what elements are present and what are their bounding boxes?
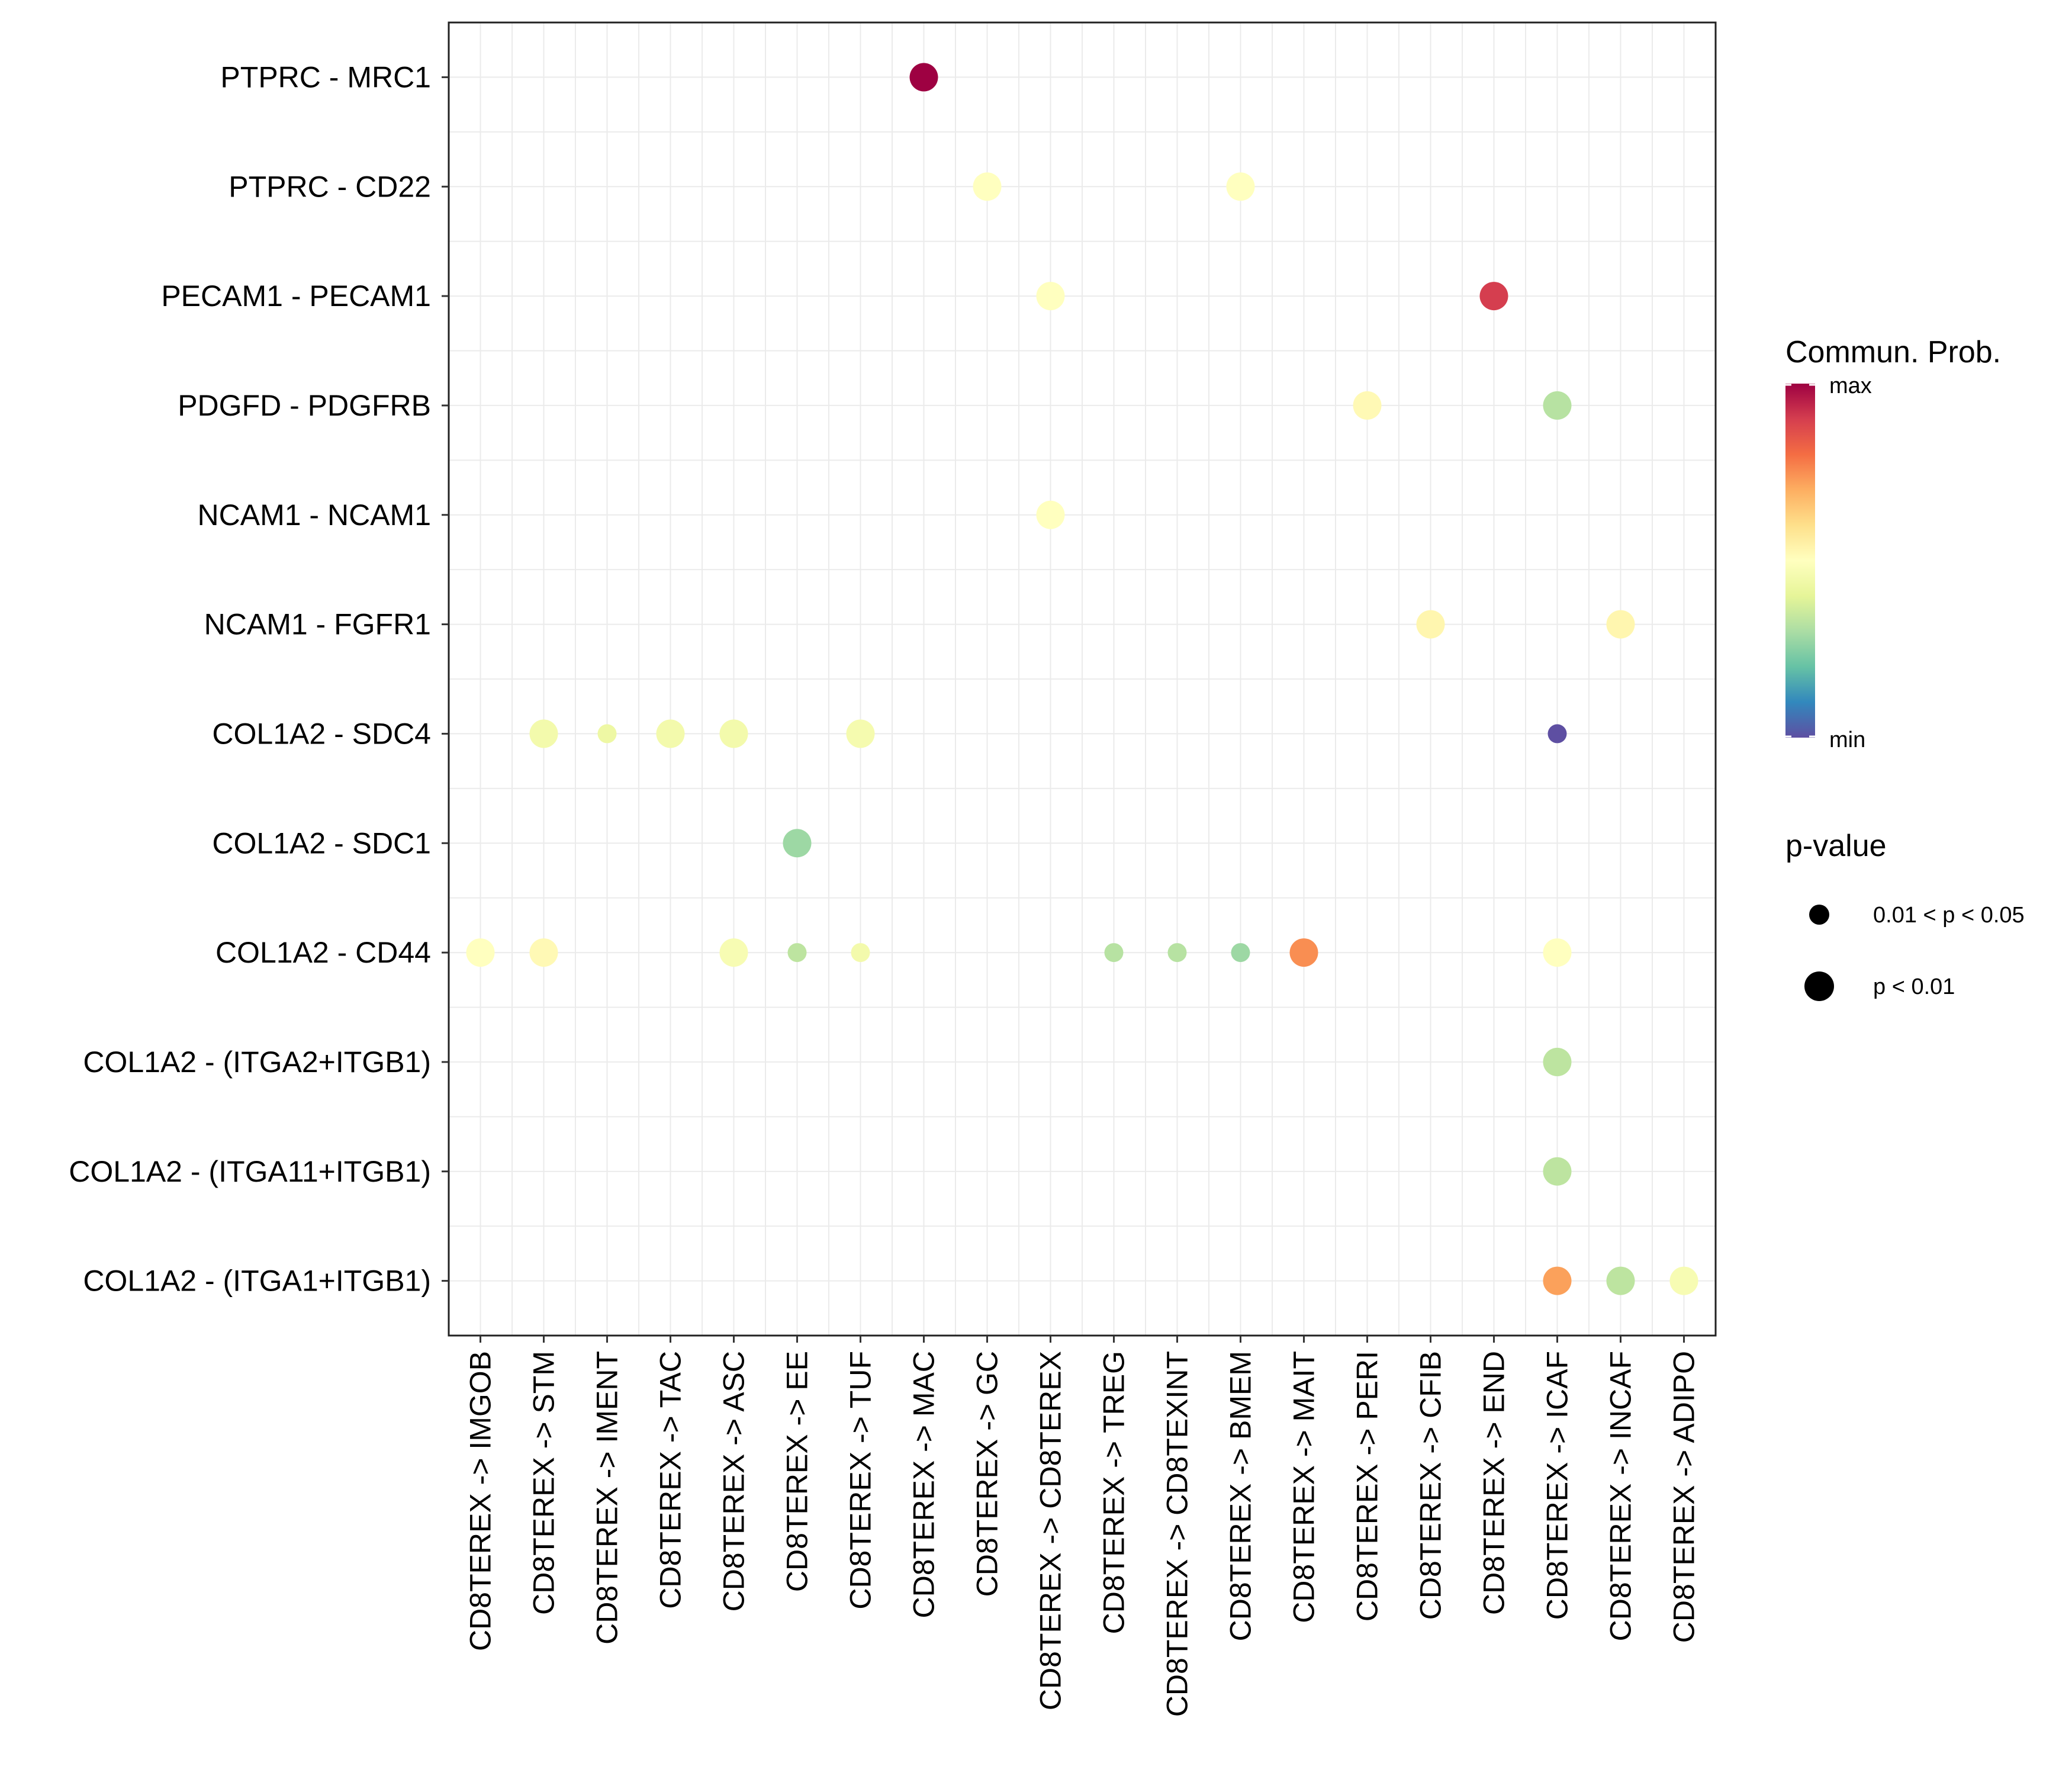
y-axis: PTPRC - MRC1 PTPRC - CD22 PECAM1 - PECAM1 P… (69, 60, 449, 1298)
point-col1a2-sdc4-stm (529, 719, 558, 748)
point-pdgfd-pdgfrb-peri (1353, 391, 1382, 420)
y-tick-label: PTPRC - MRC1 (220, 60, 431, 94)
y-tick-label: NCAM1 - FGFR1 (204, 608, 431, 641)
point-pecam1-pecam1-end (1479, 282, 1508, 311)
point-col1a2-cd44-treg (1104, 943, 1124, 963)
point-col1a2-sdc4-tuf (846, 719, 875, 748)
color-legend-bar (1785, 384, 1815, 738)
x-tick-label: CD8TEREX -> ICAF (1541, 1351, 1574, 1620)
point-col1a2-sdc4-tac (656, 719, 685, 748)
x-tick-label: CD8TEREX -> INCAF (1604, 1351, 1637, 1641)
size-legend-large-label: p < 0.01 (1873, 974, 1955, 999)
y-tick-label: COL1A2 - CD44 (215, 936, 431, 969)
x-tick-label: CD8TEREX -> MAC (908, 1351, 941, 1618)
x-tick-label: CD8TEREX -> TUF (844, 1351, 877, 1610)
y-tick-label: COL1A2 - (ITGA2+ITGB1) (83, 1045, 431, 1079)
x-axis: CD8TEREX -> IMGOB CD8TEREX -> STM CD8TEREX… (464, 1336, 1701, 1717)
point-col1a2-sdc1-ee (783, 829, 812, 858)
y-tick-label: NCAM1 - NCAM1 (198, 498, 431, 532)
point-col1a2-cd44-cd8texint (1167, 943, 1187, 963)
data-points (466, 63, 1698, 1295)
point-col1a2-itga1-itgb1-icaf (1543, 1266, 1572, 1295)
point-col1a2-cd44-bmem (1231, 943, 1250, 963)
point-pecam1-pecam1-cd8terex (1036, 282, 1065, 311)
size-legend-title: p-value (1785, 829, 1887, 863)
point-ptprc-mrc1-mac (909, 63, 938, 92)
point-col1a2-cd44-icaf (1543, 938, 1572, 967)
x-tick-label: CD8TEREX -> ADIPO (1668, 1351, 1701, 1643)
point-col1a2-itga1-itgb1-incaf (1606, 1266, 1635, 1295)
point-col1a2-sdc4-iment (597, 724, 617, 744)
color-legend-min-label: min (1829, 728, 1865, 752)
panel-border (448, 21, 1717, 1337)
size-legend-large-dot (1804, 971, 1834, 1001)
x-tick-label: CD8TEREX -> IMENT (591, 1351, 624, 1645)
point-ncam1-ncam1-cd8terex (1036, 500, 1065, 529)
grid-lines (449, 22, 1716, 1336)
x-tick-label: CD8TEREX -> PERI (1351, 1351, 1384, 1621)
point-col1a2-itga11-itgb1-icaf (1543, 1157, 1572, 1186)
x-tick-label: CD8TEREX -> CD8TEXINT (1161, 1351, 1194, 1717)
x-tick-label: CD8TEREX -> IMGOB (464, 1351, 497, 1651)
size-legend-small-dot (1809, 905, 1829, 925)
x-tick-label: CD8TEREX -> TAC (654, 1351, 687, 1609)
point-col1a2-cd44-ee (787, 943, 807, 963)
size-legend: p-value 0.01 < p < 0.05 p < 0.01 (1785, 829, 2025, 1001)
y-tick-label: COL1A2 - SDC1 (212, 826, 431, 860)
color-legend: Commun. Prob. max min (1785, 335, 2001, 752)
point-col1a2-sdc4-icaf (1547, 724, 1567, 744)
point-ncam1-fgfr1-incaf (1606, 610, 1635, 639)
point-col1a2-itga2-itgb1-icaf (1543, 1047, 1572, 1076)
x-tick-label: CD8TEREX -> TREG (1098, 1351, 1131, 1634)
point-col1a2-sdc4-asc (719, 719, 748, 748)
y-tick-label: PTPRC - CD22 (229, 170, 431, 203)
x-tick-label: CD8TEREX -> STM (527, 1351, 561, 1615)
point-col1a2-cd44-asc (719, 938, 748, 967)
point-col1a2-cd44-mait (1289, 938, 1318, 967)
y-tick-label: PDGFD - PDGFRB (178, 389, 431, 422)
y-tick-label: COL1A2 - SDC4 (212, 717, 431, 750)
x-tick-label: CD8TEREX -> END (1478, 1351, 1511, 1615)
x-tick-label: CD8TEREX -> GC (971, 1351, 1004, 1597)
x-tick-label: CD8TEREX -> BMEM (1224, 1351, 1257, 1641)
y-tick-label: PECAM1 - PECAM1 (161, 279, 431, 313)
point-col1a2-cd44-stm (529, 938, 558, 967)
point-ncam1-fgfr1-cfib (1416, 610, 1445, 639)
point-col1a2-cd44-imgob (466, 938, 495, 967)
point-ptprc-cd22-bmem (1226, 172, 1255, 201)
x-tick-label: CD8TEREX -> ASC (718, 1351, 751, 1611)
x-tick-label: CD8TEREX -> CFIB (1414, 1351, 1447, 1620)
point-col1a2-itga1-itgb1-adipo (1669, 1266, 1698, 1295)
y-tick-label: COL1A2 - (ITGA11+ITGB1) (69, 1155, 431, 1188)
x-tick-label: CD8TEREX -> CD8TEREX (1034, 1351, 1067, 1710)
point-col1a2-cd44-tuf (851, 943, 870, 963)
point-ptprc-cd22-gc (973, 172, 1002, 201)
point-pdgfd-pdgfrb-icaf (1543, 391, 1572, 420)
color-legend-title: Commun. Prob. (1785, 335, 2001, 369)
y-tick-label: COL1A2 - (ITGA1+ITGB1) (83, 1265, 431, 1298)
x-tick-label: CD8TEREX -> MAIT (1288, 1351, 1321, 1623)
x-tick-label: CD8TEREX -> EE (781, 1351, 814, 1592)
size-legend-small-label: 0.01 < p < 0.05 (1873, 903, 2025, 928)
color-legend-max-label: max (1829, 374, 1872, 398)
